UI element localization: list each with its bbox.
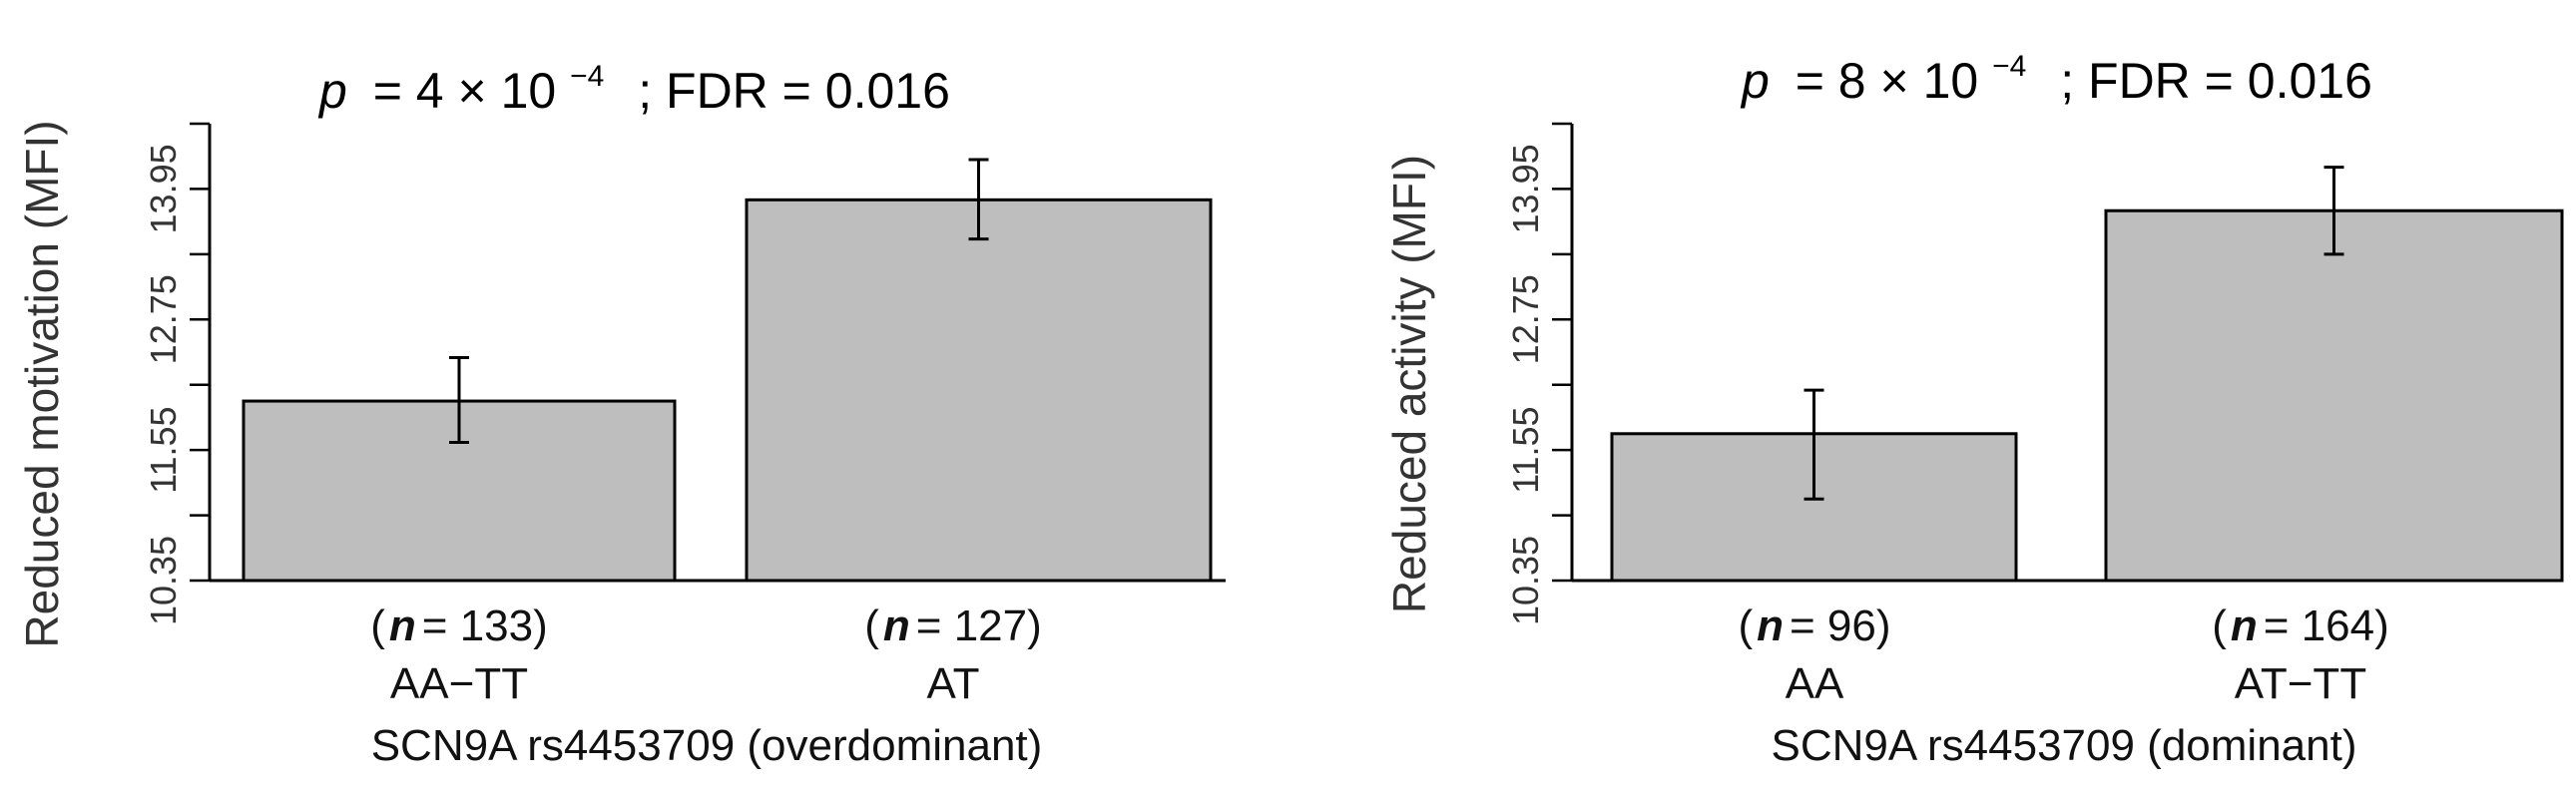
y-ticks: 10.35 11.55 12.75 13.95 — [143, 122, 210, 625]
title-fdr: ; FDR = 0.016 — [638, 63, 950, 119]
error-bar-at — [968, 158, 989, 241]
chart-panel-activity: Reduced activity (MFI) p = 8 × 10 −4 ; F… — [1383, 31, 2564, 770]
category-label-at-tt: AT−TT — [2235, 659, 2366, 708]
title-exponent: −4 — [570, 60, 604, 93]
bar-at — [745, 198, 1213, 583]
title-p-value: = 4 × 10 — [373, 63, 557, 119]
y-tick-label: 12.75 — [143, 274, 184, 364]
title-fdr: ; FDR = 0.016 — [2060, 53, 2372, 109]
chart-title: p = 4 × 10 −4 ; FDR = 0.016 — [317, 41, 950, 119]
chart-title: p = 8 × 10 −4 ; FDR = 0.016 — [1740, 31, 2372, 109]
y-axis-label: Reduced activity (MFI) — [1383, 155, 1435, 613]
y-tick-label: 10.35 — [1505, 536, 1546, 625]
title-p-symbol: p — [317, 63, 347, 119]
y-axis-label: Reduced motivation (MFI) — [16, 120, 68, 647]
error-bar-at-tt — [2323, 166, 2344, 256]
n-label-at-tt: (n = 164) — [2212, 601, 2389, 650]
y-tick-label: 12.75 — [1505, 274, 1546, 364]
category-label-aa-tt: AA−TT — [390, 659, 528, 708]
y-tick-label: 10.35 — [143, 536, 184, 625]
y-tick-label: 13.95 — [1505, 144, 1546, 233]
n-label-aa: (n = 96) — [1738, 601, 1890, 650]
category-label-at: AT — [927, 659, 980, 708]
n-label-aa-tt: (n = 133) — [370, 601, 548, 650]
y-tick-label: 13.95 — [143, 144, 184, 233]
y-tick-label: 11.55 — [1505, 406, 1546, 493]
error-bar-aa-tt — [449, 355, 469, 445]
n-label-at: (n = 127) — [864, 601, 1042, 650]
title-p-value: = 8 × 10 — [1796, 53, 1979, 109]
bar-at-tt — [2104, 208, 2564, 583]
bars — [242, 158, 1213, 583]
category-label-aa: AA — [1786, 659, 1844, 708]
chart-panel-motivation: Reduced motivation (MFI) p = 4 × 10 −4 ;… — [16, 41, 1226, 770]
x-axis-label: SCN9A rs4453709 (dominant) — [1772, 721, 2357, 770]
y-ticks: 10.35 11.55 12.75 13.95 — [1505, 122, 1572, 625]
y-tick-label: 11.55 — [143, 406, 184, 493]
error-bar-aa — [1803, 388, 1824, 501]
title-exponent: −4 — [1992, 50, 2026, 83]
bars — [1610, 166, 2564, 583]
title-p-symbol: p — [1740, 53, 1770, 109]
y-axis: 10.35 11.55 12.75 13.95 — [143, 122, 1226, 625]
x-axis-label: SCN9A rs4453709 (overdominant) — [371, 721, 1043, 770]
